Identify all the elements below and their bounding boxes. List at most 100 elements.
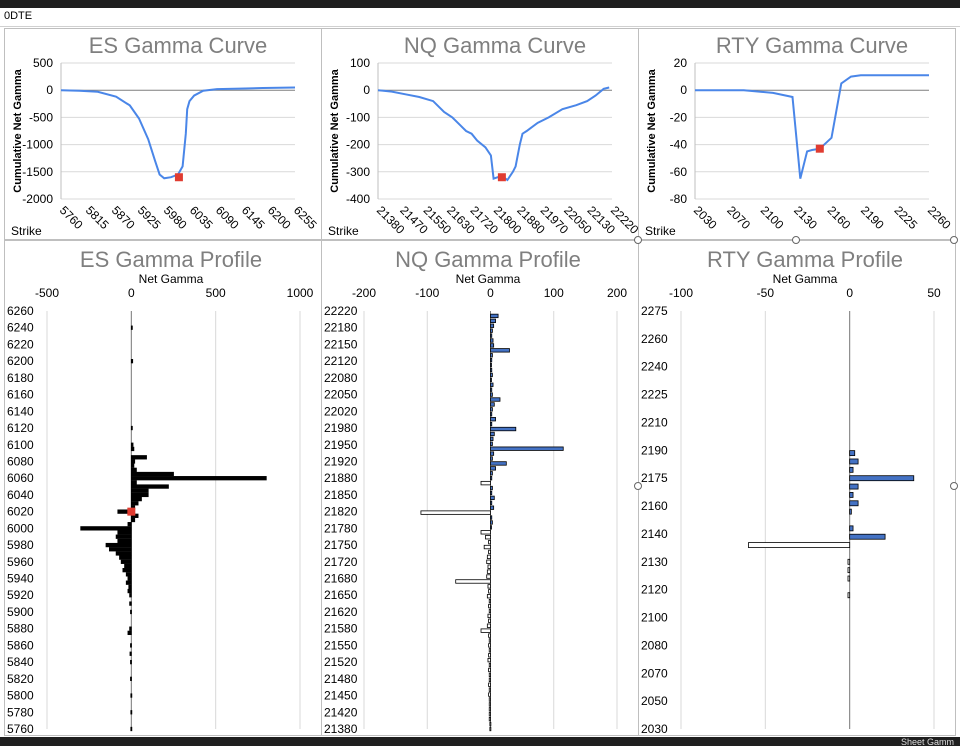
x-tick-label: 100 <box>544 286 564 300</box>
y-tick-label: 0 <box>363 83 370 97</box>
gamma-bar <box>490 421 493 427</box>
gamma-bar <box>130 643 132 648</box>
resize-handle-top-right[interactable] <box>950 236 958 244</box>
gamma-bar <box>489 721 492 727</box>
x-tick-label: 200 <box>607 286 627 300</box>
gamma-bar <box>490 466 496 471</box>
gamma-bar <box>847 575 851 582</box>
gamma-bar <box>130 476 267 481</box>
y-tick-label: -100 <box>346 110 370 124</box>
gamma-bar <box>490 515 493 520</box>
gamma-bar <box>117 538 132 544</box>
gamma-bar <box>490 461 507 466</box>
y-tick-label: 2100 <box>641 611 668 625</box>
rty-gamma-curve-chart[interactable]: RTY Gamma Curve Cumulative Net Gamma Strik… <box>638 28 956 240</box>
gamma-bar <box>486 623 491 628</box>
y-tick-label: 5800 <box>7 689 34 703</box>
gamma-bar <box>488 598 491 604</box>
gamma-bar <box>455 579 491 584</box>
gamma-bar <box>488 667 491 673</box>
gamma-bar <box>486 559 491 564</box>
gamma-bar <box>115 551 132 556</box>
resize-handle-top-mid[interactable] <box>792 236 800 244</box>
nq-gamma-curve-chart[interactable]: NQ Gamma Curve Cumulative Net Gamma Strike… <box>321 28 640 240</box>
y-tick-label: 2175 <box>641 471 668 485</box>
y-tick-label: -1000 <box>22 138 53 152</box>
current-price-marker <box>127 507 136 516</box>
y-tick-label: -80 <box>670 192 688 206</box>
chart-title: ES Gamma Curve <box>89 33 268 58</box>
gamma-bar <box>130 359 134 364</box>
y-tick-label: 0 <box>680 83 687 97</box>
gamma-bar <box>490 362 492 368</box>
gamma-bar <box>490 367 493 373</box>
y-tick-label: 2080 <box>641 638 668 652</box>
gamma-bar <box>849 475 915 482</box>
es-gamma-curve-chart[interactable]: ES Gamma Curve Cumulative Net Gamma Strike… <box>4 28 322 240</box>
gamma-bar <box>487 584 491 589</box>
gamma-bar <box>487 613 491 619</box>
x-tick-label: 6035 <box>187 203 216 232</box>
y-tick-label: 6100 <box>7 438 34 452</box>
y-tick-label: 5940 <box>7 572 34 586</box>
y-tick-label: 20 <box>674 56 688 70</box>
gamma-curve-line <box>695 74 929 179</box>
x-tick-label: -200 <box>352 286 376 300</box>
y-axis-label: Cumulative Net Gamma <box>329 68 341 192</box>
gamma-bar <box>125 580 132 585</box>
y-tick-label: 6180 <box>7 371 34 385</box>
y-tick-label: 2260 <box>641 332 668 346</box>
gamma-bar <box>120 559 132 564</box>
cell-a1[interactable]: 0DTE <box>0 8 960 27</box>
gamma-bar <box>490 525 492 530</box>
nq-gamma-profile-chart[interactable]: NQ Gamma Profile Net Gamma -200 -100 0 100 200… <box>321 240 639 736</box>
x-tick-label: 2190 <box>858 203 887 232</box>
gamma-bar <box>490 441 493 446</box>
gamma-bar <box>130 471 174 477</box>
y-tick-label: 100 <box>350 56 370 70</box>
gamma-bar <box>486 569 491 574</box>
y-tick-label: 21880 <box>324 471 358 485</box>
gamma-bar <box>129 601 132 606</box>
x-tick-label: 6145 <box>239 203 268 232</box>
y-tick-label: 21950 <box>324 438 358 452</box>
y-tick-label: 6080 <box>7 454 34 468</box>
chart-title: NQ Gamma Curve <box>404 33 586 58</box>
gamma-bar <box>130 446 135 452</box>
x-tick-label: 6200 <box>265 203 294 232</box>
gamma-bar <box>488 712 491 717</box>
gamma-bar <box>488 648 491 653</box>
y-tick-label: 2120 <box>641 583 668 597</box>
resize-handle-left[interactable] <box>634 482 642 490</box>
es-gamma-profile-chart[interactable]: ES Gamma Profile Net Gamma -500 0 500 1000 626… <box>4 240 322 736</box>
y-tick-label: 5880 <box>7 622 34 636</box>
y-tick-label: 2140 <box>641 527 668 541</box>
y-tick-label: 21980 <box>324 421 358 435</box>
resize-handle-top-left[interactable] <box>634 236 642 244</box>
gamma-bar <box>490 505 495 510</box>
gamma-bar <box>109 547 132 552</box>
x-tick-label: 2225 <box>891 203 920 232</box>
gamma-bar <box>130 517 136 523</box>
x-tick-label: 6090 <box>213 203 242 232</box>
gamma-bar <box>488 717 491 722</box>
gamma-bar <box>488 677 491 682</box>
gamma-bar <box>847 592 851 599</box>
gamma-bar <box>487 564 491 569</box>
gamma-bar <box>490 318 496 323</box>
y-tick-label: 6240 <box>7 321 34 335</box>
sheet-tab-bar <box>0 737 960 746</box>
y-tick-label: 21850 <box>324 488 358 502</box>
resize-handle-right[interactable] <box>950 482 958 490</box>
gamma-bar <box>130 488 149 493</box>
gamma-bar <box>490 431 495 437</box>
y-tick-label: 5760 <box>7 722 34 736</box>
gamma-bar <box>849 483 859 490</box>
gamma-bar <box>490 387 493 392</box>
y-tick-label: 6140 <box>7 404 34 418</box>
rty-gamma-profile-chart[interactable]: RTY Gamma Profile Net Gamma -100 -50 0 50 2275… <box>638 240 956 736</box>
y-tick-label: 6000 <box>7 521 34 535</box>
y-tick-label: 2225 <box>641 388 668 402</box>
gamma-bar <box>748 542 851 548</box>
sheet-tab-label[interactable]: Sheet Gamm <box>900 737 954 747</box>
